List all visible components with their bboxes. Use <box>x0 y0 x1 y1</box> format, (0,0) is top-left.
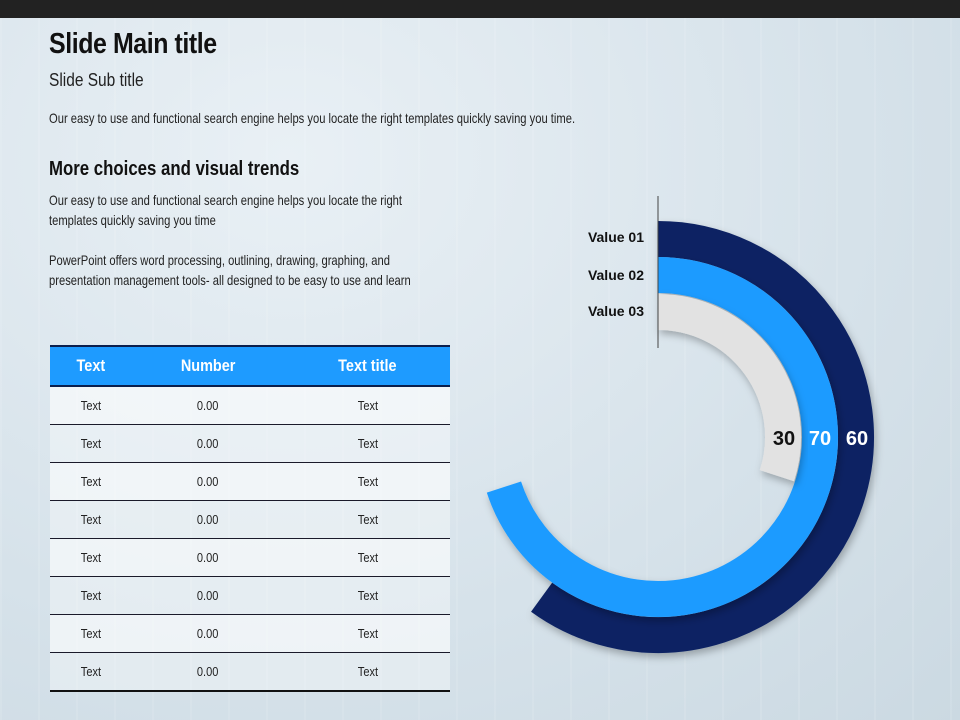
table-row: Text 0.00 Text <box>50 614 450 653</box>
table-cell: Text <box>50 386 131 425</box>
table-cell: Text <box>285 386 450 425</box>
table-row: Text 0.00 Text <box>50 652 450 692</box>
data-table: Text Number Text title Text 0.00 Text Te… <box>50 345 450 692</box>
table-row: Text 0.00 Text <box>50 500 450 539</box>
table-row: Text 0.00 Text <box>50 386 450 425</box>
table-cell: 0.00 <box>130 652 286 692</box>
table-row: Text 0.00 Text <box>50 462 450 501</box>
table-cell: 0.00 <box>130 424 286 463</box>
table-header-cell: Text title <box>285 345 450 387</box>
table-cell: Text <box>285 576 450 615</box>
table-row: Text 0.00 Text <box>50 538 450 577</box>
table-cell: Text <box>285 500 450 539</box>
top-bar <box>0 0 960 18</box>
table-cell: Text <box>50 500 131 539</box>
table-row: Text 0.00 Text <box>50 576 450 615</box>
table-cell: 0.00 <box>130 500 286 539</box>
table-header-cell: Number <box>130 345 286 387</box>
table-cell: Text <box>285 614 450 653</box>
slide-title: Slide Main title <box>49 28 217 60</box>
table-header-row: Text Number Text title <box>50 345 450 387</box>
table-cell: Text <box>50 614 131 653</box>
section-heading: More choices and visual trends <box>49 158 300 180</box>
table-cell: Text <box>285 462 450 501</box>
table-cell: 0.00 <box>130 538 286 577</box>
table-cell: Text <box>50 538 131 577</box>
table-cell: 0.00 <box>130 576 286 615</box>
table-cell: Text <box>50 576 131 615</box>
table-cell: Text <box>285 538 450 577</box>
section-paragraph-2: PowerPoint offers word processing, outli… <box>49 252 411 288</box>
table-cell: Text <box>50 652 131 692</box>
table-cell: 0.00 <box>130 462 286 501</box>
table-row: Text 0.00 Text <box>50 424 450 463</box>
slide-description: Our easy to use and functional search en… <box>49 110 576 126</box>
table-cell: Text <box>50 424 131 463</box>
table-cell: 0.00 <box>130 386 286 425</box>
table-cell: Text <box>285 652 450 692</box>
section-paragraph-1: Our easy to use and functional search en… <box>49 192 403 228</box>
slide-subtitle: Slide Sub title <box>49 70 144 90</box>
table-cell: 0.00 <box>130 614 286 653</box>
table-cell: Text <box>285 424 450 463</box>
table-cell: Text <box>50 462 131 501</box>
table-header-cell: Text <box>50 345 131 387</box>
